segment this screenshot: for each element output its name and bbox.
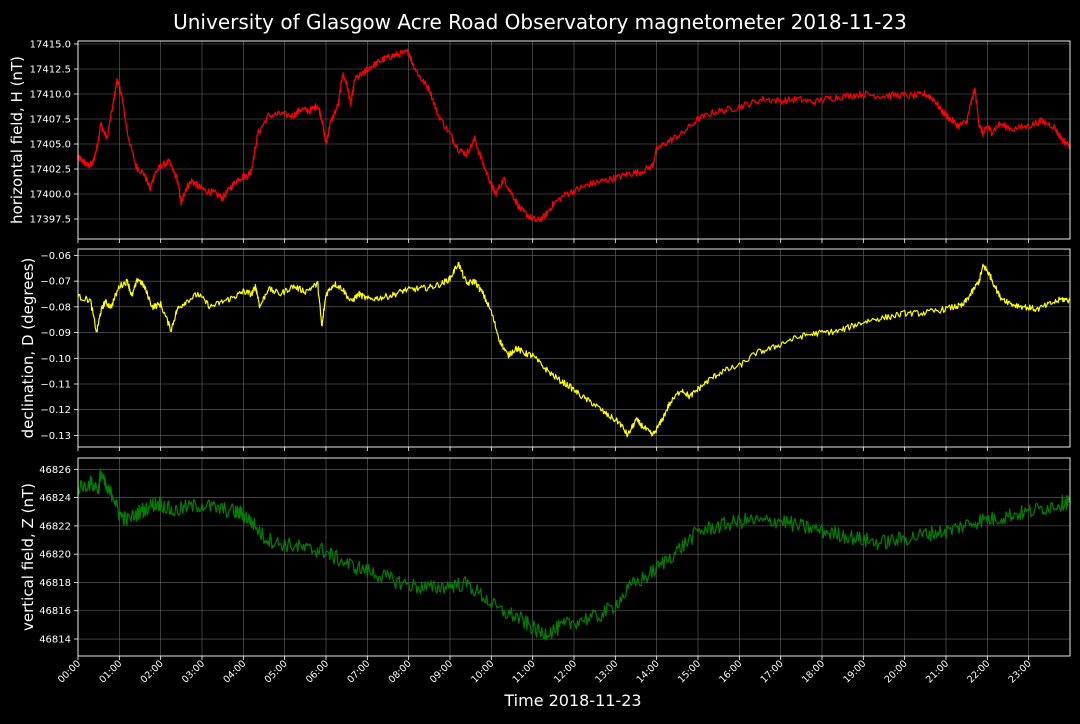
y-tick-label: 17402.5 [30,165,71,176]
y-tick-label: 46826 [39,465,71,476]
y-tick-label: 17410.0 [30,90,71,101]
y-tick-label: 46816 [39,606,71,617]
y-tick-label: 46818 [39,578,71,589]
y-tick-label: 17397.5 [30,215,71,226]
series-d-line [77,261,1071,438]
panel-frame [77,248,1071,448]
y-tick-label: −0.09 [40,328,71,339]
y-tick-label: 46814 [39,635,71,646]
y-tick-label: 17407.5 [30,115,71,126]
y-tick-label: 17400.0 [30,190,71,201]
y-tick-label: 17412.5 [30,65,71,76]
y-tick-label: −0.11 [40,380,71,391]
y-tick-label: −0.13 [40,431,71,442]
y-tick-label: −0.08 [40,302,71,313]
y-tick-label: −0.07 [40,277,71,288]
series-z-line [77,468,1071,641]
panel-frame [77,457,1071,657]
chart-title: University of Glasgow Acre Road Observat… [173,10,907,34]
panel-d: −0.13 −0.12 −0.11 −0.10 −0.09 −0.08 −0.07 −0.06… [19,248,1071,451]
y-axis-label: horizontal field, H (nT) [8,56,26,224]
y-axis-label: vertical field, Z (nT) [19,483,37,631]
y-tick-label: −0.12 [40,405,71,416]
y-tick-label: 17405.0 [30,140,71,151]
y-tick-label: 46824 [39,493,71,504]
y-tick-label: 46820 [39,550,71,561]
panel-frame [77,40,1071,240]
y-tick-label: −0.06 [40,251,71,262]
y-tick-label: 46822 [39,521,71,532]
panel-z: 46814 46816 46818 46820 46822 46824 46826verti… [19,457,1071,660]
y-tick-label: 17415.0 [30,40,71,51]
y-axis-label: declination, D (degrees) [19,258,37,439]
panel-h: 17397.5 17400.0 17402.5 17405.0 17407.5 17410… [8,40,1071,243]
y-tick-label: −0.10 [40,354,71,365]
series-h-line [77,48,1071,223]
x-axis-label: Time 2018-11-23 [503,691,641,710]
